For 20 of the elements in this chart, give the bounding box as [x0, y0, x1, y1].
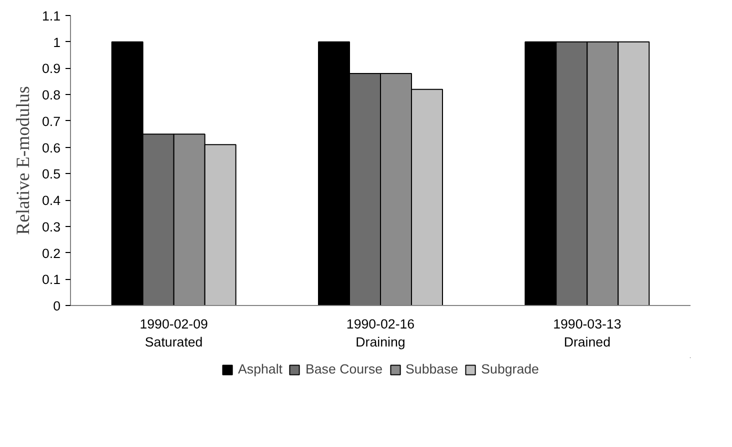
y-tick-label: 0.9: [42, 61, 61, 76]
legend-label: Subbase: [406, 362, 458, 376]
y-tick-label: 0.5: [42, 166, 61, 182]
y-tick-label: 1: [53, 34, 61, 50]
y-tick-label: 0.7: [42, 114, 61, 129]
y-tick-label: 0.2: [42, 246, 61, 261]
y-tick-label: 0.3: [42, 219, 61, 234]
legend-label: Base Course: [305, 362, 383, 376]
y-axis-title: Relative E-modulus: [12, 86, 34, 235]
y-tick-label: 0.4: [42, 193, 62, 208]
y-tick-label: 0.1: [42, 272, 61, 288]
legend-label: Subgrade: [481, 362, 539, 376]
x-tick-label: 1990-02-09 Saturated: [140, 316, 208, 350]
x-tick-label: 1990-02-16 Draining: [346, 316, 415, 350]
y-tick-label: 0.6: [42, 140, 61, 156]
y-tick-label: 1.1: [42, 8, 61, 24]
y-tick-label: 0: [53, 298, 61, 314]
y-tick-label: 0.8: [42, 88, 61, 103]
legend-label: Asphalt: [238, 362, 282, 376]
x-tick-label: 1990-03-13 Drained: [553, 316, 622, 350]
